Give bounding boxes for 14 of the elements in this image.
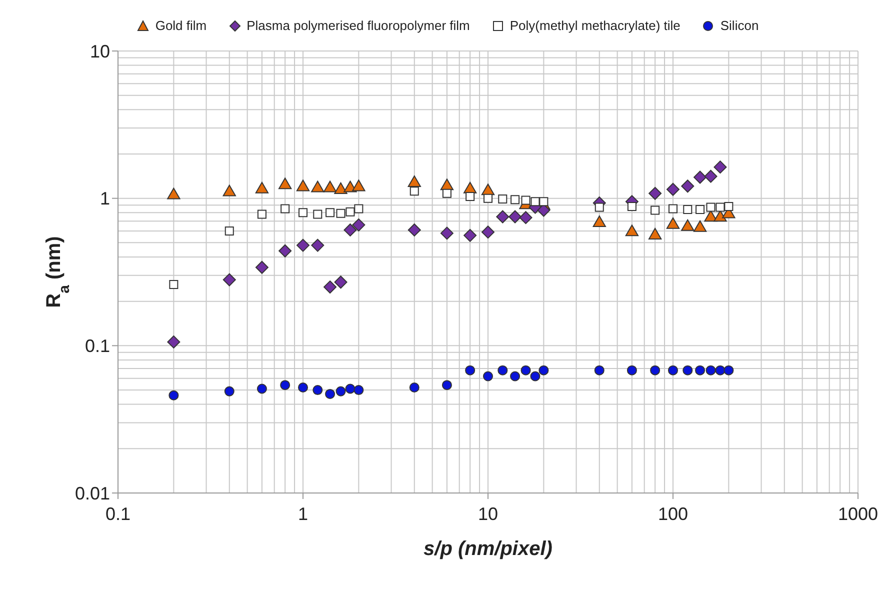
legend-label: Gold film [154,18,207,33]
y-tick-label: 0.01 [74,483,110,504]
x-tick-label: 100 [658,504,688,524]
legend-label: Poly(methyl methacrylate) tile [508,18,680,33]
y-tick-label: 1 [100,188,110,209]
x-tick-label: 0.1 [105,504,131,524]
legend-label: Plasma polymerised fluoropolymer film [246,18,470,33]
x-tick-label: 10 [478,504,498,524]
x-tick-label: 1 [298,504,308,524]
legend-label: Silicon [719,18,759,33]
y-tick-label: 10 [90,41,110,62]
x-axis-title: s/p (nm/pixel) [424,538,553,560]
y-tick-label: 0.1 [84,336,110,356]
x-tick-label: 1000 [838,504,878,524]
